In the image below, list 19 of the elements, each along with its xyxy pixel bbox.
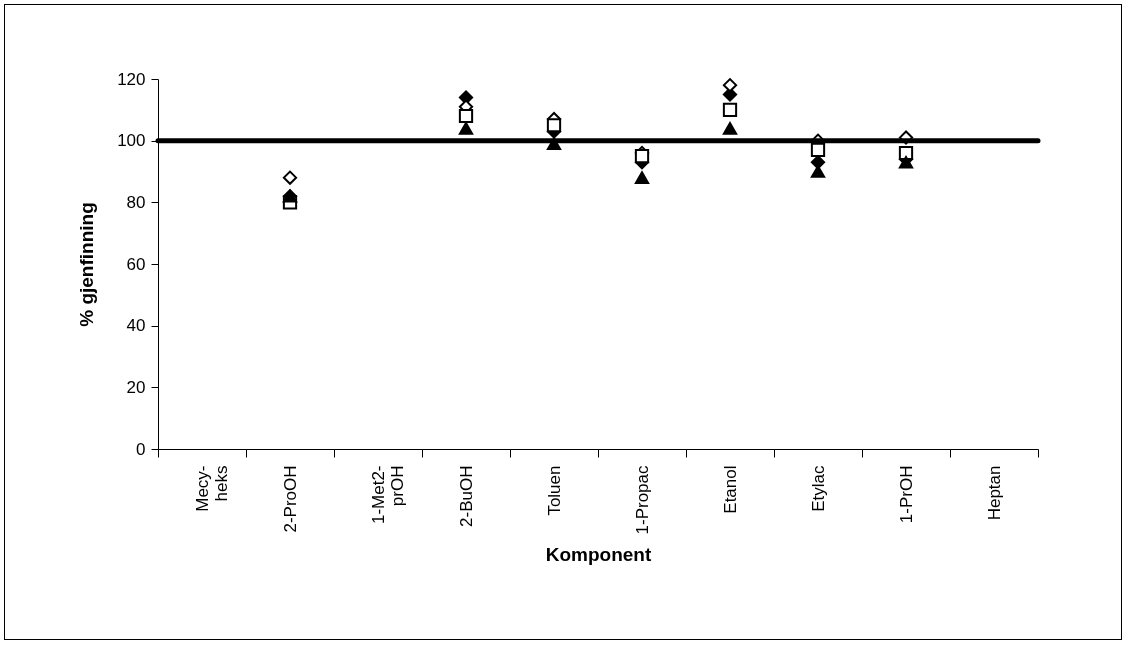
y-tick-label: 120 bbox=[117, 69, 146, 89]
y-axis-title: % gjenfinning bbox=[76, 202, 98, 327]
x-tick-label: Toluen bbox=[544, 465, 564, 516]
x-tick-label: Etylac bbox=[808, 465, 828, 512]
x-tick-label: 1-PrOH bbox=[896, 465, 916, 524]
y-tick-label: 20 bbox=[126, 377, 146, 397]
x-tick-label: Heptan bbox=[984, 465, 1004, 521]
x-tick-label: 2-ProOH bbox=[280, 465, 300, 533]
x-axis-title: Komponent bbox=[545, 544, 652, 566]
x-tick-label: Mecy- heks bbox=[192, 465, 231, 512]
y-tick-label: 100 bbox=[117, 131, 146, 151]
y-tick-label: 60 bbox=[126, 254, 146, 274]
x-tick-label: 1-Met2- prOH bbox=[368, 465, 407, 525]
y-tick-label: 40 bbox=[126, 316, 146, 336]
y-tick-label: 80 bbox=[126, 192, 146, 212]
y-tick-label: 0 bbox=[136, 439, 146, 459]
x-tick-label: 2-BuOH bbox=[456, 465, 476, 527]
x-tick-label: 1-Propac bbox=[632, 465, 652, 535]
x-tick-label: Etanol bbox=[720, 465, 740, 514]
